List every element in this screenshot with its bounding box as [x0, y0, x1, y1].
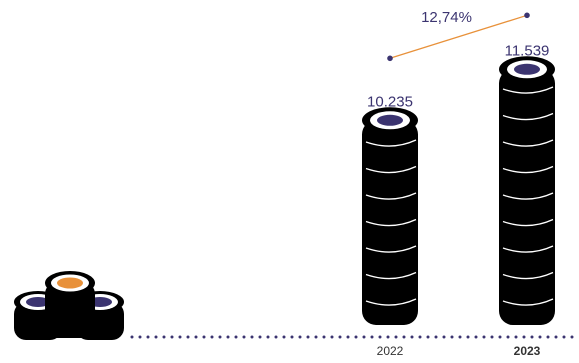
- stack-stripe: [502, 86, 554, 94]
- growth-line: [389, 14, 528, 59]
- stack-stripe: [365, 245, 417, 253]
- sushi-pile: [14, 271, 124, 340]
- stack-stripe: [502, 218, 554, 227]
- x-tick-label: 2023: [514, 344, 541, 358]
- x-tick-label: 2022: [377, 344, 404, 358]
- stack-stripe: [365, 298, 417, 306]
- stack-stripe: [365, 165, 417, 174]
- stack-stripe: [502, 112, 554, 121]
- sushi-stack: [499, 69, 555, 325]
- value-label: 11.539: [505, 42, 550, 59]
- roll-filling: [514, 63, 540, 75]
- stack-stripe: [502, 192, 554, 200]
- stack-stripe: [502, 165, 554, 174]
- growth-label: 12,74%: [421, 9, 472, 26]
- growth-dot: [524, 12, 530, 19]
- stack-stripe: [365, 271, 417, 280]
- stack-stripe: [365, 218, 417, 227]
- stack-stripe: [365, 192, 417, 200]
- roll-filling: [377, 114, 403, 126]
- stack-stripe: [365, 139, 417, 147]
- stack-stripe: [502, 245, 554, 253]
- stack-stripe: [502, 139, 554, 147]
- stack-stripe: [502, 298, 554, 306]
- growth-dot: [387, 55, 393, 62]
- value-label: 10.235: [367, 93, 413, 110]
- stack-stripe: [502, 271, 554, 280]
